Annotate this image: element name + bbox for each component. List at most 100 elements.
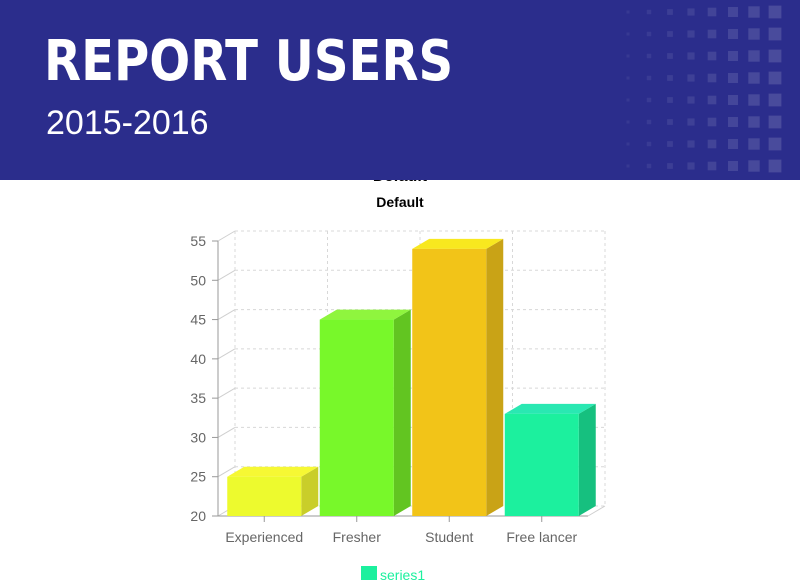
dot-decoration bbox=[728, 73, 738, 83]
x-tick-label: Experienced bbox=[225, 529, 303, 545]
y-tick-label: 55 bbox=[190, 233, 206, 249]
dot-decoration bbox=[687, 52, 695, 60]
bar-top bbox=[319, 309, 411, 320]
dot-decoration bbox=[667, 97, 673, 103]
dot-decoration bbox=[768, 137, 782, 151]
bar bbox=[319, 319, 394, 516]
grid-connector bbox=[217, 269, 236, 281]
dot-decoration bbox=[626, 76, 630, 80]
dot-decoration bbox=[687, 8, 695, 16]
y-tick-label: 35 bbox=[190, 390, 206, 406]
dot-decoration bbox=[626, 54, 630, 58]
dot-decoration bbox=[687, 96, 695, 104]
dot-decoration bbox=[667, 141, 673, 147]
dot-decoration bbox=[687, 118, 695, 126]
dot-decoration bbox=[667, 9, 673, 15]
bar-side bbox=[393, 309, 411, 516]
bar bbox=[227, 476, 302, 516]
dot-decoration bbox=[707, 139, 717, 149]
dot-decoration bbox=[728, 7, 738, 17]
dot-decoration bbox=[687, 30, 695, 38]
dot-decoration bbox=[748, 50, 760, 62]
y-tick-label: 25 bbox=[190, 469, 206, 485]
dot-pattern-decoration bbox=[626, 5, 782, 173]
bar-top bbox=[412, 238, 504, 249]
bar-side bbox=[301, 466, 319, 516]
dot-decoration bbox=[728, 95, 738, 105]
dot-decoration bbox=[748, 138, 760, 150]
y-tick-label: 45 bbox=[190, 312, 206, 328]
dot-decoration bbox=[626, 142, 630, 146]
grid-connector bbox=[217, 426, 236, 438]
chart-subtitle: Default bbox=[376, 194, 424, 210]
dot-decoration bbox=[768, 27, 782, 41]
bar-top bbox=[504, 403, 596, 414]
page-title: REPORT USERS bbox=[44, 29, 454, 94]
dot-decoration bbox=[707, 73, 717, 83]
dot-decoration bbox=[768, 115, 782, 129]
dot-decoration bbox=[728, 51, 738, 61]
dot-decoration bbox=[646, 141, 652, 147]
dot-decoration bbox=[748, 94, 760, 106]
dot-decoration bbox=[728, 29, 738, 39]
legend-swatch bbox=[361, 566, 377, 580]
bar bbox=[504, 413, 579, 516]
dot-decoration bbox=[626, 32, 630, 36]
dot-decoration bbox=[728, 117, 738, 127]
dot-decoration bbox=[707, 161, 717, 171]
dot-decoration bbox=[687, 74, 695, 82]
dot-decoration bbox=[707, 29, 717, 39]
dot-decoration bbox=[646, 163, 652, 169]
x-tick-label: Student bbox=[425, 529, 473, 545]
header-banner: REPORT USERS 2015-2016 bbox=[0, 0, 800, 180]
grid-connector bbox=[217, 348, 236, 360]
x-tick-label: Fresher bbox=[333, 529, 382, 545]
dot-decoration bbox=[707, 117, 717, 127]
y-tick-label: 50 bbox=[190, 272, 206, 288]
dot-decoration bbox=[768, 71, 782, 85]
dot-decoration bbox=[667, 75, 673, 81]
dot-decoration bbox=[667, 163, 673, 169]
dot-decoration bbox=[748, 160, 760, 172]
dot-decoration bbox=[707, 51, 717, 61]
x-axis-depth bbox=[587, 505, 606, 517]
dot-decoration bbox=[748, 6, 760, 18]
grid-connector bbox=[217, 309, 236, 321]
dot-decoration bbox=[626, 120, 630, 124]
dot-decoration bbox=[748, 116, 760, 128]
dot-decoration bbox=[646, 119, 652, 125]
y-tick-label: 40 bbox=[190, 351, 206, 367]
dot-decoration bbox=[768, 93, 782, 107]
dot-decoration bbox=[768, 159, 782, 173]
dot-decoration bbox=[687, 140, 695, 148]
dot-decoration bbox=[768, 5, 782, 19]
dot-decoration bbox=[728, 161, 738, 171]
grid-connector bbox=[217, 230, 236, 242]
dot-decoration bbox=[646, 97, 652, 103]
dot-decoration bbox=[707, 7, 717, 17]
y-tick-label: 20 bbox=[190, 508, 206, 524]
grid-connector bbox=[217, 387, 236, 399]
dot-decoration bbox=[646, 9, 652, 15]
x-tick-label: Free lancer bbox=[506, 529, 577, 545]
legend-label: series1 bbox=[380, 567, 425, 580]
dot-decoration bbox=[748, 72, 760, 84]
dot-decoration bbox=[687, 162, 695, 170]
dot-decoration bbox=[768, 49, 782, 63]
dot-decoration bbox=[646, 31, 652, 37]
dot-decoration bbox=[667, 31, 673, 37]
dot-decoration bbox=[728, 139, 738, 149]
dot-decoration bbox=[626, 164, 630, 168]
dot-decoration bbox=[667, 119, 673, 125]
bar-side bbox=[578, 403, 596, 516]
dot-decoration bbox=[646, 53, 652, 59]
y-tick-label: 30 bbox=[190, 429, 206, 445]
page-subtitle: 2015-2016 bbox=[46, 104, 209, 142]
grid-connector bbox=[217, 466, 236, 478]
dot-decoration bbox=[646, 75, 652, 81]
dot-decoration bbox=[626, 98, 630, 102]
bar-top bbox=[227, 466, 319, 477]
dot-decoration bbox=[748, 28, 760, 40]
dot-decoration bbox=[667, 53, 673, 59]
